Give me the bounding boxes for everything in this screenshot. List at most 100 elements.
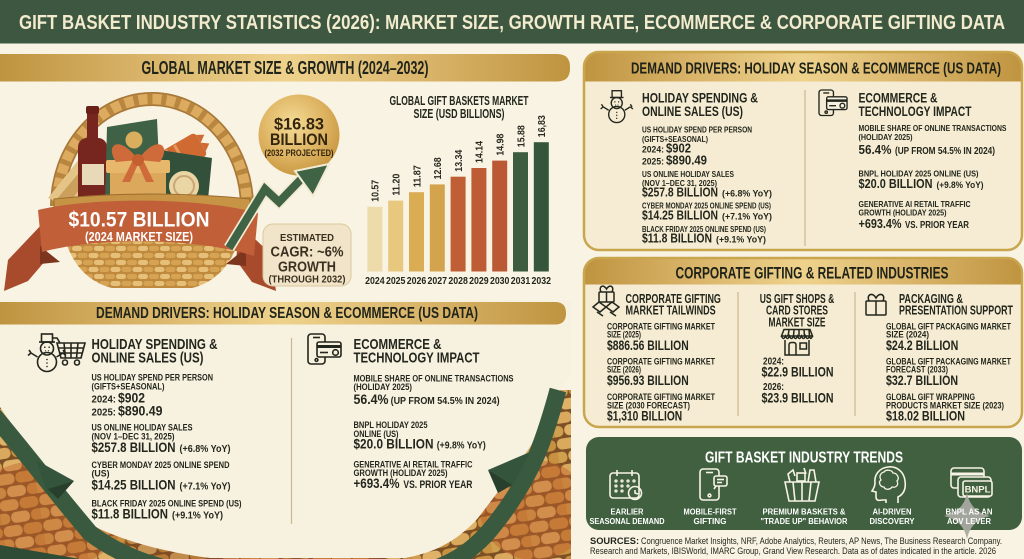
svg-text:(GIFTS+SEASONAL): (GIFTS+SEASONAL) — [642, 134, 708, 144]
svg-text:2030: 2030 — [490, 276, 510, 287]
svg-text:12.68: 12.68 — [432, 157, 444, 179]
svg-text:2024:: 2024: — [763, 357, 784, 368]
svg-text:SIZE (2026): SIZE (2026) — [607, 365, 641, 376]
svg-text:CAGR: ~6%: CAGR: ~6% — [271, 245, 344, 261]
svg-text:2024: 2024 — [365, 276, 385, 287]
svg-text:CORPORATE GIFTING MARKET: CORPORATE GIFTING MARKET — [607, 321, 715, 332]
svg-text:GLOBAL GIFT PACKAGING MARKET: GLOBAL GIFT PACKAGING MARKET — [886, 321, 1011, 332]
svg-text:(+9.1% YoY): (+9.1% YoY) — [172, 510, 223, 521]
svg-text:MOBILE SHARE OF ONLINE TRANSAC: MOBILE SHARE OF ONLINE TRANSACTIONS — [354, 374, 514, 384]
svg-text:(+9.8% YoY): (+9.8% YoY) — [937, 180, 984, 190]
svg-text:MOBILE SHARE OF ONLINE TRANSAC: MOBILE SHARE OF ONLINE TRANSACTIONS — [859, 123, 1007, 133]
svg-text:ECOMMERCE &: ECOMMERCE & — [859, 91, 938, 106]
svg-text:56.4%: 56.4% — [354, 391, 389, 407]
svg-text:2027: 2027 — [428, 276, 448, 287]
svg-text:(+6.8% YoY): (+6.8% YoY) — [722, 189, 772, 199]
svg-text:Research and Markets, IBISWorl: Research and Markets, IBISWorld, IMARC G… — [590, 546, 996, 556]
svg-text:US HOLIDAY SPEND PER PERSON: US HOLIDAY SPEND PER PERSON — [92, 372, 214, 382]
svg-text:$890.49: $890.49 — [666, 153, 707, 168]
svg-text:2031: 2031 — [511, 276, 531, 287]
svg-text:14.14: 14.14 — [474, 141, 486, 163]
svg-text:56.4%: 56.4% — [859, 142, 892, 157]
svg-text:$14.25 BILLION: $14.25 BILLION — [642, 208, 718, 223]
svg-text:US ONLINE HOLIDAY SALES: US ONLINE HOLIDAY SALES — [642, 169, 734, 179]
svg-text:2024:: 2024: — [642, 145, 664, 156]
svg-text:CORPORATE GIFTING: CORPORATE GIFTING — [626, 291, 721, 306]
svg-text:"TRADE UP" BEHAVIOR: "TRADE UP" BEHAVIOR — [761, 517, 848, 526]
svg-text:PACKAGING &: PACKAGING & — [899, 291, 963, 306]
svg-text:TECHNOLOGY IMPACT: TECHNOLOGY IMPACT — [354, 350, 480, 367]
svg-text:13.34: 13.34 — [453, 150, 465, 172]
svg-text:$890.49: $890.49 — [118, 403, 163, 419]
svg-text:GLOBAL GIFT PACKAGING MARKET: GLOBAL GIFT PACKAGING MARKET — [886, 357, 1011, 368]
svg-text:(HOLIDAY 2025): (HOLIDAY 2025) — [354, 382, 413, 392]
svg-text:+693.4%: +693.4% — [859, 217, 902, 231]
svg-text:2025:: 2025: — [642, 157, 664, 168]
svg-text:$22.9 BILLION: $22.9 BILLION — [762, 365, 834, 380]
svg-text:GENERATIVE AI RETAIL TRAFFIC: GENERATIVE AI RETAIL TRAFFIC — [354, 460, 473, 470]
svg-text:11.87: 11.87 — [411, 165, 423, 187]
svg-text:(+7.1% YoY): (+7.1% YoY) — [722, 212, 772, 222]
svg-text:$257.8 BILLION: $257.8 BILLION — [642, 185, 718, 200]
svg-text:GLOBAL GIFT WRAPPING: GLOBAL GIFT WRAPPING — [886, 392, 975, 403]
svg-text:CORPORATE GIFTING & RELATED IN: CORPORATE GIFTING & RELATED INDUSTRIES — [676, 265, 949, 283]
svg-text:SIZE (USD BILLIONS): SIZE (USD BILLIONS) — [414, 107, 505, 121]
svg-text:TECHNOLOGY IMPACT: TECHNOLOGY IMPACT — [859, 104, 973, 119]
svg-text:$32.7 BILLION: $32.7 BILLION — [886, 373, 958, 388]
svg-text:$16.83: $16.83 — [274, 115, 324, 134]
svg-text:BNPL AS AN: BNPL AS AN — [946, 508, 993, 517]
svg-text:GROWTH (HOLIDAY 2025): GROWTH (HOLIDAY 2025) — [859, 208, 947, 218]
svg-text:2026:: 2026: — [763, 382, 784, 393]
svg-text:ONLINE (US): ONLINE (US) — [354, 429, 399, 439]
svg-text:VS. PRIOR YEAR: VS. PRIOR YEAR — [403, 479, 472, 491]
svg-text:US ONLINE HOLIDAY SALES: US ONLINE HOLIDAY SALES — [92, 423, 193, 433]
svg-text:(UP FROM 54.5% IN 2024): (UP FROM 54.5% IN 2024) — [895, 146, 995, 157]
svg-text:(2024 MARKET SIZE): (2024 MARKET SIZE) — [85, 230, 193, 244]
svg-text:$23.9 BILLION: $23.9 BILLION — [762, 391, 834, 406]
svg-text:BLACK FRIDAY 2025 ONLINE SPEND: BLACK FRIDAY 2025 ONLINE SPEND (US) — [92, 499, 242, 509]
svg-text:BNPL HOLIDAY 2025 ONLINE (US): BNPL HOLIDAY 2025 ONLINE (US) — [859, 168, 979, 178]
svg-text:PREMIUM BASKETS &: PREMIUM BASKETS & — [763, 508, 846, 517]
svg-text:$11.8 BILLION: $11.8 BILLION — [642, 231, 712, 246]
svg-text:(+6.8% YoY): (+6.8% YoY) — [180, 444, 231, 455]
svg-text:MOBILE-FIRST: MOBILE-FIRST — [684, 508, 737, 517]
svg-text:CORPORATE GIFTING MARKET: CORPORATE GIFTING MARKET — [607, 392, 715, 403]
svg-text:EARLIER: EARLIER — [611, 508, 644, 517]
svg-text:(NOV 1–DEC 31, 2025): (NOV 1–DEC 31, 2025) — [642, 178, 717, 188]
svg-text:(+9.8% YoY): (+9.8% YoY) — [437, 441, 486, 452]
svg-text:ECOMMERCE &: ECOMMERCE & — [354, 336, 442, 353]
svg-text:(GIFTS+SEASONAL): (GIFTS+SEASONAL) — [92, 381, 165, 391]
svg-text:2028: 2028 — [448, 276, 468, 287]
svg-text:BNPL: BNPL — [965, 485, 991, 496]
svg-text:ONLINE SALES (US): ONLINE SALES (US) — [92, 350, 204, 367]
svg-text:DEMAND DRIVERS: HOLIDAY SEASON: DEMAND DRIVERS: HOLIDAY SEASON & ECOMMER… — [631, 61, 1001, 78]
svg-text:US HOLIDAY SPEND PER PERSON: US HOLIDAY SPEND PER PERSON — [642, 125, 752, 135]
svg-text:$20.0 BILLION: $20.0 BILLION — [859, 176, 933, 191]
svg-text:10.57: 10.57 — [370, 180, 382, 202]
svg-text:2025: 2025 — [386, 276, 406, 287]
svg-text:Congruence Market Insights, NR: Congruence Market Insights, NRF, Adobe A… — [641, 536, 1002, 546]
svg-text:2032: 2032 — [532, 276, 552, 287]
svg-text:GLOBAL MARKET SIZE & GROWTH (2: GLOBAL MARKET SIZE & GROWTH (2024–2032) — [142, 58, 429, 78]
svg-text:PRODUCTS MARKET SIZE (2023): PRODUCTS MARKET SIZE (2023) — [886, 400, 1004, 411]
svg-text:$10.57 BILLION: $10.57 BILLION — [69, 208, 210, 232]
svg-text:(+7.1% YoY): (+7.1% YoY) — [180, 481, 231, 492]
svg-text:(+9.1% YoY): (+9.1% YoY) — [716, 235, 766, 245]
svg-text:2029: 2029 — [469, 276, 489, 287]
svg-text:15.88: 15.88 — [515, 125, 527, 147]
svg-text:SIZE (2024): SIZE (2024) — [886, 329, 929, 340]
svg-text:GIFTING: GIFTING — [694, 517, 727, 526]
svg-text:$11.8 BILLION: $11.8 BILLION — [92, 505, 169, 521]
svg-text:CYBER MONDAY 2025 ONLINE SPEND: CYBER MONDAY 2025 ONLINE SPEND (US) — [642, 201, 771, 211]
svg-text:$18.02 BILLION: $18.02 BILLION — [886, 409, 965, 424]
svg-text:MARKET SIZE: MARKET SIZE — [769, 315, 826, 330]
svg-text:SIZE (2030 FORECAST): SIZE (2030 FORECAST) — [607, 400, 690, 411]
svg-text:16,83: 16,83 — [536, 115, 548, 137]
svg-text:PRESENTATION SUPPORT: PRESENTATION SUPPORT — [899, 302, 1013, 317]
svg-text:CARD STORES: CARD STORES — [766, 302, 828, 317]
svg-text:GIFT BASKET INDUSTRY STATISTIC: GIFT BASKET INDUSTRY STATISTICS (2026): … — [19, 11, 1005, 34]
svg-text:MARKET TAILWINDS: MARKET TAILWINDS — [626, 302, 716, 317]
svg-text:$1,310 BILLION: $1,310 BILLION — [607, 409, 682, 424]
svg-text:BNPL HOLIDAY 2025: BNPL HOLIDAY 2025 — [354, 420, 428, 430]
svg-text:$14.25 BILLION: $14.25 BILLION — [92, 476, 176, 492]
